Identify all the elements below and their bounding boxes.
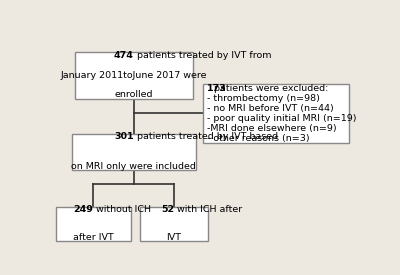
Text: - no MRI before IVT (n=44): - no MRI before IVT (n=44) xyxy=(207,104,334,113)
Text: - poor quality initial MRI (n=19): - poor quality initial MRI (n=19) xyxy=(207,114,357,123)
Text: 301: 301 xyxy=(114,132,134,141)
Text: January 2011toJune 2017 were: January 2011toJune 2017 were xyxy=(60,71,207,80)
Text: 52: 52 xyxy=(161,205,174,214)
Text: without ICH: without ICH xyxy=(94,205,151,214)
Text: -MRI done elsewhere (n=9): -MRI done elsewhere (n=9) xyxy=(207,124,337,133)
Text: enrolled: enrolled xyxy=(114,90,153,100)
Bar xyxy=(72,134,196,170)
Text: 173: 173 xyxy=(207,84,227,93)
Bar xyxy=(56,207,130,241)
Text: patients treated by IVT from: patients treated by IVT from xyxy=(134,51,271,60)
Text: 474: 474 xyxy=(114,51,134,60)
Text: after IVT: after IVT xyxy=(73,233,114,242)
Text: patients were excluded:: patients were excluded: xyxy=(211,84,329,93)
Text: - other reasons (n=3): - other reasons (n=3) xyxy=(207,134,310,143)
Text: 249: 249 xyxy=(74,205,94,214)
Text: on MRI only were included: on MRI only were included xyxy=(71,162,196,171)
Bar xyxy=(204,84,349,143)
Text: IVT: IVT xyxy=(166,233,182,242)
Text: - thrombectomy (n=98): - thrombectomy (n=98) xyxy=(207,94,320,103)
Bar xyxy=(140,207,208,241)
Text: patients treated by IVT based: patients treated by IVT based xyxy=(134,132,278,141)
Text: with ICH after: with ICH after xyxy=(174,205,242,214)
Bar xyxy=(75,52,193,99)
